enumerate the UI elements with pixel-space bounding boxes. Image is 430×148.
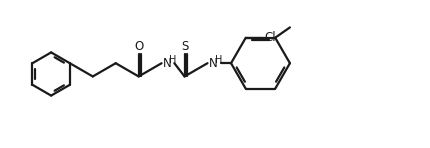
Text: H: H [215,55,222,65]
Text: N: N [163,57,171,70]
Text: N: N [209,57,217,70]
Text: Cl: Cl [264,31,276,44]
Text: H: H [169,55,176,65]
Text: O: O [134,40,143,53]
Text: S: S [181,40,188,53]
